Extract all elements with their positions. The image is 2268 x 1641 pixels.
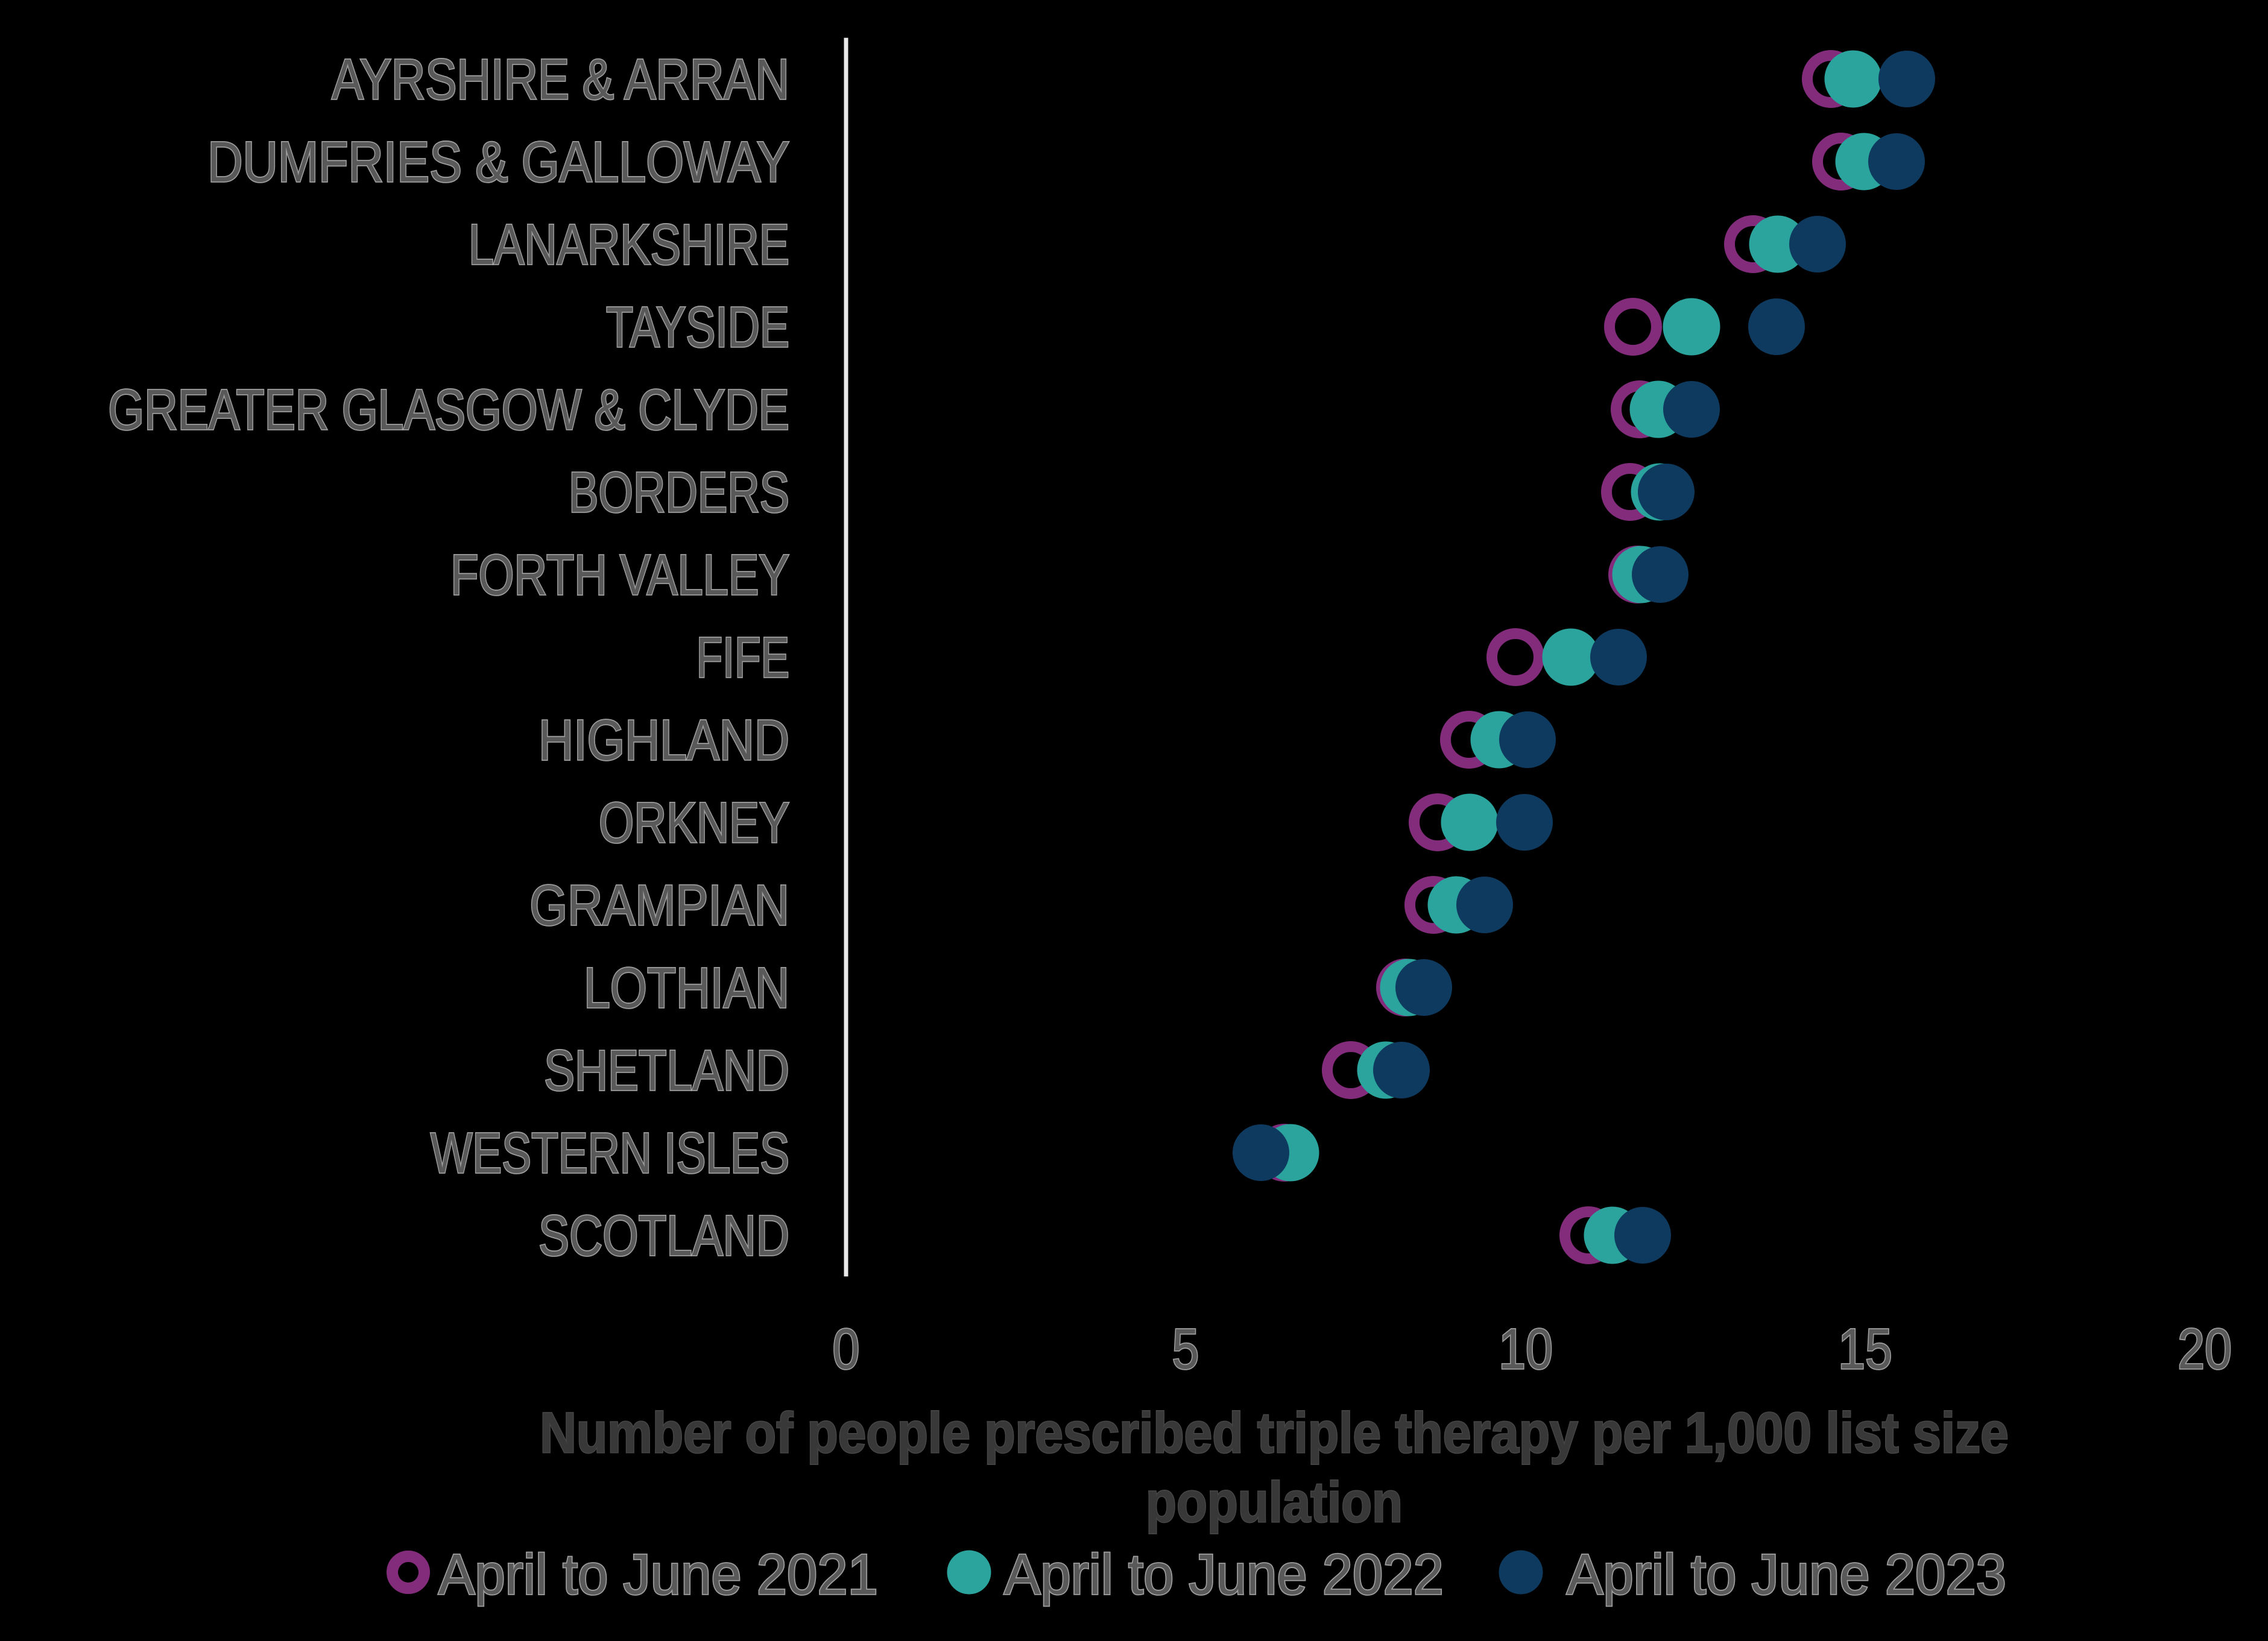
svg-text:TAYSIDE: TAYSIDE	[606, 295, 789, 359]
svg-text:population: population	[1146, 1470, 1403, 1534]
svg-text:FORTH VALLEY: FORTH VALLEY	[450, 543, 789, 607]
svg-text:GREATER GLASGOW & CLYDE: GREATER GLASGOW & CLYDE	[108, 378, 789, 442]
svg-text:HIGHLAND: HIGHLAND	[539, 708, 789, 772]
svg-text:LOTHIAN: LOTHIAN	[584, 956, 789, 1020]
svg-text:SHETLAND: SHETLAND	[544, 1039, 789, 1103]
svg-text:DUMFRIES & GALLOWAY: DUMFRIES & GALLOWAY	[207, 130, 789, 194]
svg-text:LANARKSHIRE: LANARKSHIRE	[469, 213, 789, 277]
svg-text:AYRSHIRE & ARRAN: AYRSHIRE & ARRAN	[332, 48, 789, 112]
svg-text:April to June 2022: April to June 2022	[1004, 1542, 1444, 1607]
svg-text:April to June 2021: April to June 2021	[438, 1542, 878, 1607]
svg-text:GRAMPIAN: GRAMPIAN	[529, 873, 789, 937]
svg-text:BORDERS: BORDERS	[569, 461, 789, 524]
svg-text:Number of people prescribed tr: Number of people prescribed triple thera…	[540, 1400, 2009, 1464]
svg-text:ORKNEY: ORKNEY	[599, 792, 789, 855]
svg-text:15: 15	[1838, 1317, 1892, 1381]
svg-text:20: 20	[2178, 1317, 2232, 1381]
svg-text:April to June 2023: April to June 2023	[1567, 1542, 2006, 1607]
svg-text:10: 10	[1499, 1317, 1553, 1381]
svg-text:FIFE: FIFE	[697, 625, 789, 689]
svg-text:0: 0	[833, 1317, 860, 1381]
svg-text:5: 5	[1172, 1317, 1199, 1381]
svg-text:SCOTLAND: SCOTLAND	[539, 1204, 789, 1268]
svg-text:WESTERN ISLES: WESTERN ISLES	[431, 1121, 789, 1185]
